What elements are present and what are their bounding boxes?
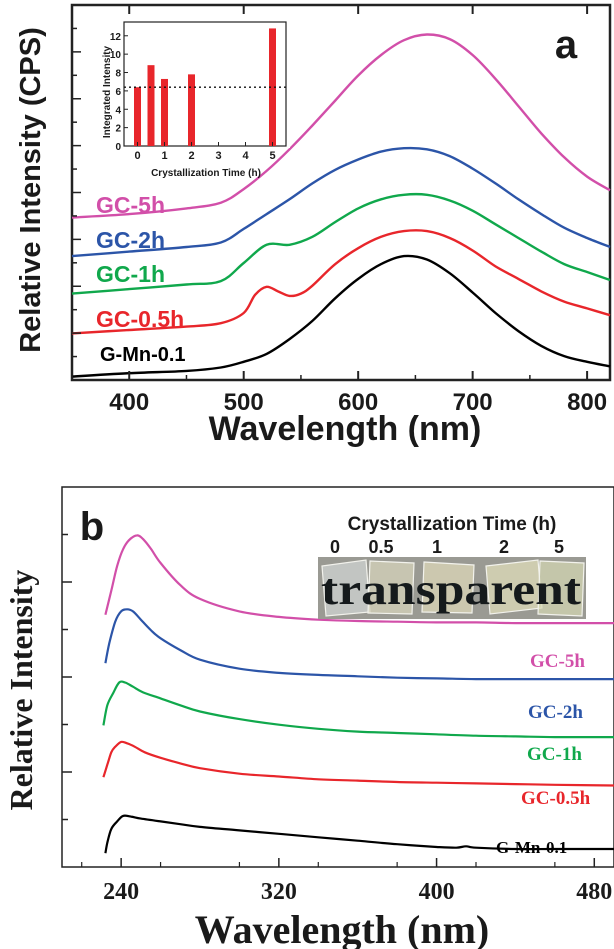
series-line-gc-2h <box>104 608 614 681</box>
inset-x-tick-label: 4 <box>242 150 249 162</box>
series-label-g-mn-0-1: G-Mn-0.1 <box>496 838 567 857</box>
inset-bar <box>269 28 276 147</box>
series-line-gc-1h <box>71 192 611 295</box>
panel-a-y-axis <box>72 27 81 358</box>
panel-b-series-labels: G-Mn-0.1 GC-0.5h GC-1h GC-2h GC-5h <box>496 651 591 857</box>
panel-a-curves <box>71 33 611 378</box>
series-line-gc-5h <box>71 33 611 219</box>
x-tick-label: 600 <box>338 389 378 416</box>
x-tick-label: 700 <box>453 389 493 416</box>
x-tick-label: 240 <box>103 879 139 905</box>
panel-a-xlabel: Wavelength (nm) <box>209 410 482 448</box>
photo-time-label: 1 <box>432 537 442 557</box>
series-label-gc-0-5h: GC-0.5h <box>521 788 591 809</box>
panel-b-letter: b <box>80 505 104 549</box>
inset-bar <box>161 78 168 146</box>
series-label-gc-2h: GC-2h <box>528 702 583 723</box>
inset-bar <box>188 74 195 146</box>
x-tick-label: 320 <box>261 879 297 905</box>
series-label-gc-2h: GC-2h <box>96 227 165 253</box>
panel-a: 400 500 600 700 800 G-Mn-0.1GC-0.5hGC-1hGC-2… <box>15 3 612 448</box>
series-line-gc-0-5h <box>102 740 614 787</box>
x-tick-label: 400 <box>419 879 455 905</box>
inset-y-tick-label: 10 <box>110 50 122 61</box>
inset-xlabel: Crystallization Time (h) <box>151 168 261 179</box>
photo-time-labels: 0 0.5 1 2 5 <box>330 537 564 557</box>
x-tick-label: 500 <box>224 389 264 416</box>
inset-y-tick-label: 6 <box>115 87 121 98</box>
transparency-photo-inset: Crystallization Time (h) 0 0.5 1 2 5 transpa… <box>318 514 586 619</box>
series-label-g-mn-0-1: G-Mn-0.1 <box>100 344 186 366</box>
series-line-g-mn-0-1 <box>104 814 614 854</box>
panel-b-x-axis: 240 320 400 480 <box>81 858 612 905</box>
inset-x-tick-label: 5 <box>269 150 275 162</box>
series-line-g-mn-0-1 <box>71 254 611 378</box>
glass-plate <box>367 560 415 615</box>
panel-b-xlabel: Wavelength (nm) <box>195 907 489 949</box>
panel-b-y-axis <box>62 533 72 821</box>
x-tick-label: 480 <box>576 879 612 905</box>
inset-frame <box>123 21 287 147</box>
panel-b-ylabel: Relative Intensity <box>3 570 39 811</box>
glass-plate <box>421 561 475 614</box>
inset-x-tick-label: 0 <box>134 150 140 162</box>
inset-background <box>112 18 290 148</box>
panel-a-ylabel: Relative Intensity (CPS) <box>15 27 47 353</box>
inset-y-tick-label: 8 <box>115 69 121 80</box>
inset-y-tick-label: 0 <box>115 142 121 153</box>
panel-b-curves <box>102 534 614 854</box>
series-label-gc-5h: GC-5h <box>530 651 585 672</box>
photo-time-label: 0 <box>330 537 340 557</box>
series-label-gc-0-5h: GC-0.5h <box>96 306 184 332</box>
inset-bar <box>147 65 155 146</box>
series-line-gc-2h <box>71 146 611 258</box>
inset-x-tick-label: 3 <box>215 150 221 162</box>
glass-plate <box>537 560 585 617</box>
panel-b: 240 320 400 480 G-Mn-0.1 GC-0.5h GC-1h GC-2h GC… <box>3 486 614 949</box>
panel-a-letter: a <box>555 23 578 67</box>
inset-bar <box>134 87 141 146</box>
inset-x-tick-label: 2 <box>188 150 194 162</box>
inset-y-tick-label: 2 <box>115 124 121 135</box>
glass-plates <box>321 559 585 617</box>
inset-y-tick-label: 12 <box>110 32 122 43</box>
photo-title: Crystallization Time (h) <box>348 514 557 535</box>
series-line-gc-1h <box>102 680 614 739</box>
photo-word: transparent <box>321 565 581 614</box>
series-label-gc-1h: GC-1h <box>96 261 165 287</box>
series-label-gc-1h: GC-1h <box>527 744 582 765</box>
photo-time-label: 5 <box>554 537 564 557</box>
series-line-gc-0-5h <box>71 229 611 335</box>
series-line-gc-5h <box>104 534 614 625</box>
photo-time-label: 0.5 <box>368 537 393 557</box>
inset-ylabel: Integrated Intensity <box>102 45 113 138</box>
series-label-gc-5h: GC-5h <box>96 192 165 218</box>
panel-a-series-labels: G-Mn-0.1 GC-0.5h GC-1h GC-2h GC-5h <box>96 192 186 366</box>
x-tick-label: 400 <box>109 389 149 416</box>
photo-time-label: 2 <box>499 537 509 557</box>
panel-a-x-axis: 400 500 600 700 800 <box>71 5 607 416</box>
inset-y-tick-label: 4 <box>115 105 121 116</box>
inset-x-tick-label: 1 <box>161 150 167 162</box>
inset-bars <box>124 28 286 147</box>
x-tick-label: 800 <box>567 389 607 416</box>
